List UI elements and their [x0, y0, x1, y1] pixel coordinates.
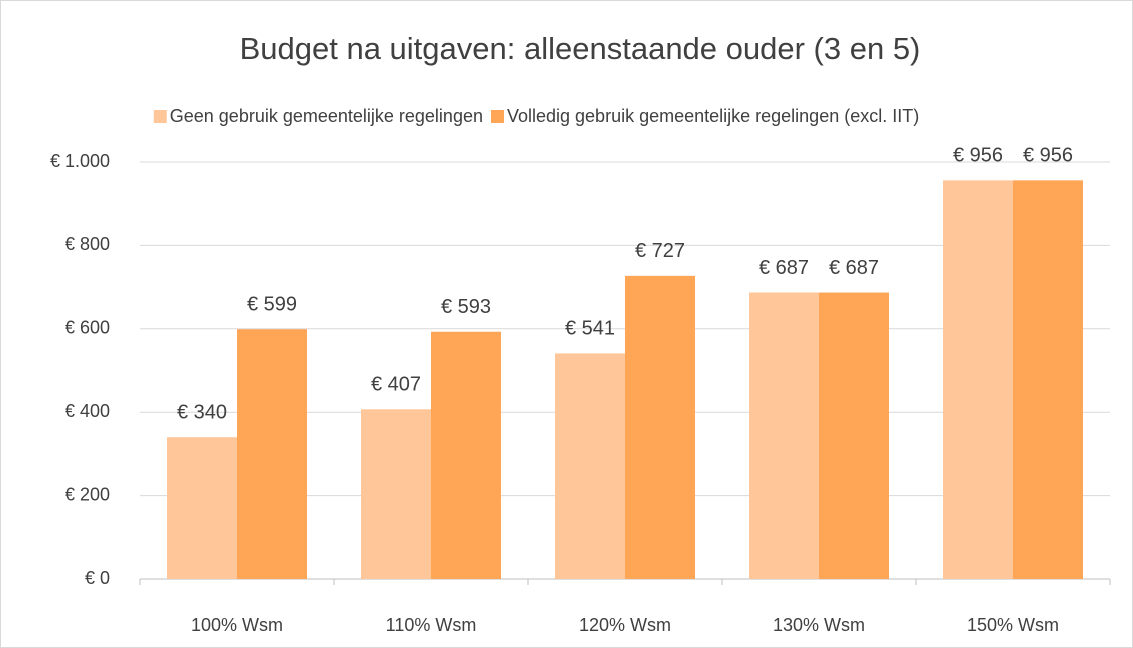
- bar: [749, 292, 819, 579]
- legend-swatch: [153, 110, 167, 123]
- bar: [237, 329, 307, 579]
- data-label: € 956: [953, 145, 1003, 167]
- data-label: € 340: [177, 402, 227, 424]
- data-label: € 593: [441, 296, 491, 318]
- data-label: € 599: [247, 293, 297, 315]
- x-tick-label: 120% Wsm: [579, 615, 671, 635]
- y-tick-label: € 600: [65, 318, 110, 338]
- legend-swatch: [490, 110, 504, 123]
- x-tick-label: 130% Wsm: [773, 615, 865, 635]
- x-tick-label: 100% Wsm: [191, 615, 283, 635]
- data-label: € 727: [635, 240, 685, 262]
- bar: [431, 331, 501, 579]
- bar: [819, 292, 889, 579]
- bar: [943, 180, 1013, 579]
- bar: [167, 437, 237, 579]
- legend-label: Volledig gebruik gemeentelijke regelinge…: [507, 106, 919, 126]
- data-label: € 541: [565, 318, 615, 340]
- bar: [361, 409, 431, 579]
- legend-label: Geen gebruik gemeentelijke regelingen: [170, 106, 483, 126]
- y-tick-label: € 200: [65, 484, 110, 504]
- bar: [1013, 180, 1083, 579]
- data-label: € 407: [371, 374, 421, 396]
- y-tick-label: € 0: [85, 568, 110, 588]
- chart-title: Budget na uitgaven: alleenstaande ouder …: [240, 31, 921, 66]
- bar: [625, 275, 695, 579]
- data-label: € 687: [829, 257, 879, 279]
- y-tick-label: € 400: [65, 401, 110, 421]
- data-label: € 687: [759, 257, 809, 279]
- bar: [555, 353, 625, 579]
- y-tick-label: € 1.000: [50, 151, 110, 171]
- x-tick-label: 110% Wsm: [386, 615, 477, 635]
- y-tick-label: € 800: [65, 234, 110, 254]
- data-label: € 956: [1023, 145, 1073, 167]
- x-tick-label: 150% Wsm: [967, 615, 1059, 635]
